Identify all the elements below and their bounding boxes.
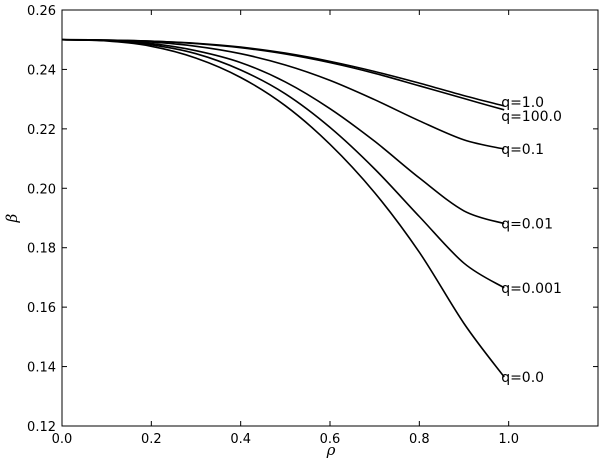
y-axis-label: β bbox=[3, 213, 21, 223]
series-label-q-0-0: q=0.0 bbox=[501, 370, 544, 386]
y-tick-label: 0.18 bbox=[27, 242, 56, 257]
series-line-q-0-001 bbox=[61, 38, 505, 289]
series-line-q-0-0 bbox=[61, 38, 505, 378]
series-label-q-0-1: q=0.1 bbox=[501, 142, 544, 158]
x-axis: 0.0 0.2 0.4 0.6 0.8 1.0 bbox=[52, 10, 519, 447]
y-axis: 0.12 0.14 0.16 0.18 0.20 0.22 0.24 0.26 bbox=[27, 4, 598, 435]
series-label-q-0-01: q=0.01 bbox=[501, 217, 553, 233]
y-tick-label: 0.20 bbox=[27, 182, 56, 197]
y-tick-label: 0.14 bbox=[27, 361, 56, 376]
x-tick-label: 0.6 bbox=[320, 432, 341, 447]
x-tick-label: 0.4 bbox=[230, 432, 251, 447]
x-tick-label: 0.0 bbox=[52, 432, 73, 447]
y-tick-label: 0.26 bbox=[27, 4, 56, 19]
series-label-q-1-0: q=1.0 bbox=[501, 95, 544, 111]
series-labels: q=1.0q=100.0 q=0.1 q=0.01 q=0.001 q=0.0 bbox=[501, 95, 562, 386]
series-line-q-100-0 bbox=[61, 38, 505, 111]
series-label-q-0-001: q=0.001 bbox=[501, 281, 562, 297]
x-axis-label: ρ bbox=[326, 441, 336, 459]
series-label-q-100-0: q=100.0 bbox=[501, 109, 562, 125]
y-tick-label: 0.12 bbox=[27, 420, 56, 435]
x-tick-label: 1.0 bbox=[498, 432, 519, 447]
y-tick-label: 0.16 bbox=[27, 301, 56, 316]
series-line-q-1-0 bbox=[61, 38, 505, 107]
series-group bbox=[61, 38, 505, 378]
x-tick-label: 0.8 bbox=[409, 432, 430, 447]
y-tick-label: 0.22 bbox=[27, 123, 56, 138]
series-line-q-0-1 bbox=[61, 38, 505, 150]
y-tick-label: 0.24 bbox=[27, 63, 56, 78]
series-line-q-0-01 bbox=[61, 38, 505, 225]
x-tick-label: 0.2 bbox=[141, 432, 162, 447]
